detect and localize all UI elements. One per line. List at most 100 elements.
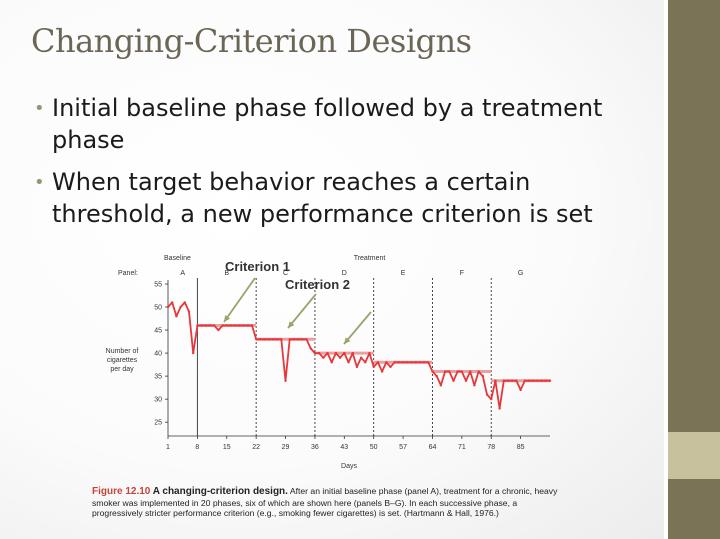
data-point <box>393 361 396 364</box>
data-point <box>179 305 182 309</box>
data-point <box>238 324 241 327</box>
data-point <box>347 361 350 364</box>
data-point <box>452 379 455 382</box>
data-point <box>498 407 501 410</box>
data-point <box>343 351 346 355</box>
data-point <box>473 384 476 387</box>
data-point <box>259 338 262 341</box>
data-point <box>330 361 333 364</box>
data-point <box>301 338 304 341</box>
x-tick-label: 22 <box>252 444 260 451</box>
data-point <box>380 370 384 373</box>
data-point <box>511 379 514 382</box>
data-point <box>523 379 527 382</box>
data-point <box>519 388 522 392</box>
data-point <box>175 315 178 318</box>
data-point <box>263 338 266 341</box>
panel-label: C <box>283 270 288 277</box>
data-point <box>544 379 548 382</box>
bullet-dot-icon: • <box>34 98 45 119</box>
phase-label-treatment: Treatment <box>354 255 386 262</box>
x-tick-label: 29 <box>282 444 290 451</box>
annotation-arrow-1 <box>223 277 256 323</box>
slide-title: Changing-Criterion Designs <box>31 22 472 60</box>
annotation-criterion-1: Criterion 1 <box>225 259 290 274</box>
data-point <box>364 361 367 364</box>
data-point <box>502 379 506 382</box>
data-point <box>208 324 212 327</box>
data-point <box>422 361 426 364</box>
data-point <box>217 328 220 332</box>
data-point <box>406 361 409 364</box>
x-tick-label: 15 <box>223 444 231 451</box>
data-point <box>368 351 371 355</box>
data-point <box>233 324 237 327</box>
x-tick-label: 57 <box>399 444 407 451</box>
data-point <box>389 365 392 369</box>
data-point <box>288 338 291 341</box>
changing-criterion-chart: Baseline Treatment Panel: A B C D E F G 25 30 35 40 45… <box>106 255 552 470</box>
side-gap <box>664 0 668 539</box>
data-point <box>490 397 493 401</box>
data-point <box>317 351 321 355</box>
data-point <box>536 379 539 382</box>
annotation-arrow-2 <box>287 293 317 329</box>
annotation-arrow-3 <box>343 311 372 345</box>
data-point <box>427 361 430 364</box>
panel-label: E <box>401 270 406 277</box>
x-tick-label: 43 <box>340 444 348 451</box>
data-point <box>351 351 354 355</box>
caption-text: After an initial baseline phase (panel A… <box>92 486 558 519</box>
y-tick-label: 30 <box>154 397 162 404</box>
data-point <box>275 338 279 341</box>
side-decoration-accent <box>668 432 720 479</box>
data-point <box>284 379 287 382</box>
data-point <box>305 338 308 341</box>
data-point <box>532 379 535 382</box>
panel-label: G <box>518 270 523 277</box>
caption-title: A changing-criterion design. <box>152 486 288 497</box>
data-point <box>464 379 468 382</box>
data-point <box>376 361 380 364</box>
bullet-item: • When target behavior reaches a certain… <box>34 166 654 230</box>
data-point <box>355 365 359 369</box>
x-tick-label: 1 <box>166 444 170 451</box>
data-point <box>196 324 199 327</box>
data-point <box>410 361 413 364</box>
data-point <box>309 347 312 350</box>
y-tick-label: 25 <box>154 420 162 427</box>
data-point <box>200 324 203 327</box>
bullet-list: • Initial baseline phase followed by a t… <box>34 92 654 240</box>
annotation-arrow-1-head <box>224 315 231 322</box>
bullet-text: Initial baseline phase followed by a tre… <box>52 94 603 154</box>
annotation-arrow-2-head <box>288 321 295 328</box>
panel-label: A <box>180 270 185 277</box>
panel-label: F <box>460 270 464 277</box>
data-point <box>221 324 224 327</box>
data-point <box>225 324 228 327</box>
data-point <box>229 324 233 327</box>
data-point <box>242 324 245 327</box>
data-point <box>313 351 317 355</box>
x-tick-label: 78 <box>487 444 495 451</box>
y-tick-label: 35 <box>154 374 162 381</box>
panel-prefix-label: Panel: <box>118 270 138 277</box>
data-point <box>548 379 552 382</box>
data-point <box>280 338 283 341</box>
annotation-arrow-3-head <box>344 337 351 344</box>
bullet-item: • Initial baseline phase followed by a t… <box>34 92 654 156</box>
data-point <box>322 356 325 359</box>
data-point <box>481 374 485 378</box>
y-tick-label: 40 <box>154 351 162 358</box>
data-point <box>338 356 342 359</box>
data-point <box>477 370 480 373</box>
data-point <box>448 370 451 373</box>
data-point <box>212 324 216 327</box>
data-point <box>435 374 438 378</box>
x-tick-label: 85 <box>517 444 525 451</box>
data-point <box>254 338 258 341</box>
x-tick-label: 50 <box>370 444 378 451</box>
data-point <box>183 301 186 304</box>
figure-caption: Figure 12.10 A changing-criterion design… <box>92 486 562 519</box>
data-point <box>439 384 443 387</box>
